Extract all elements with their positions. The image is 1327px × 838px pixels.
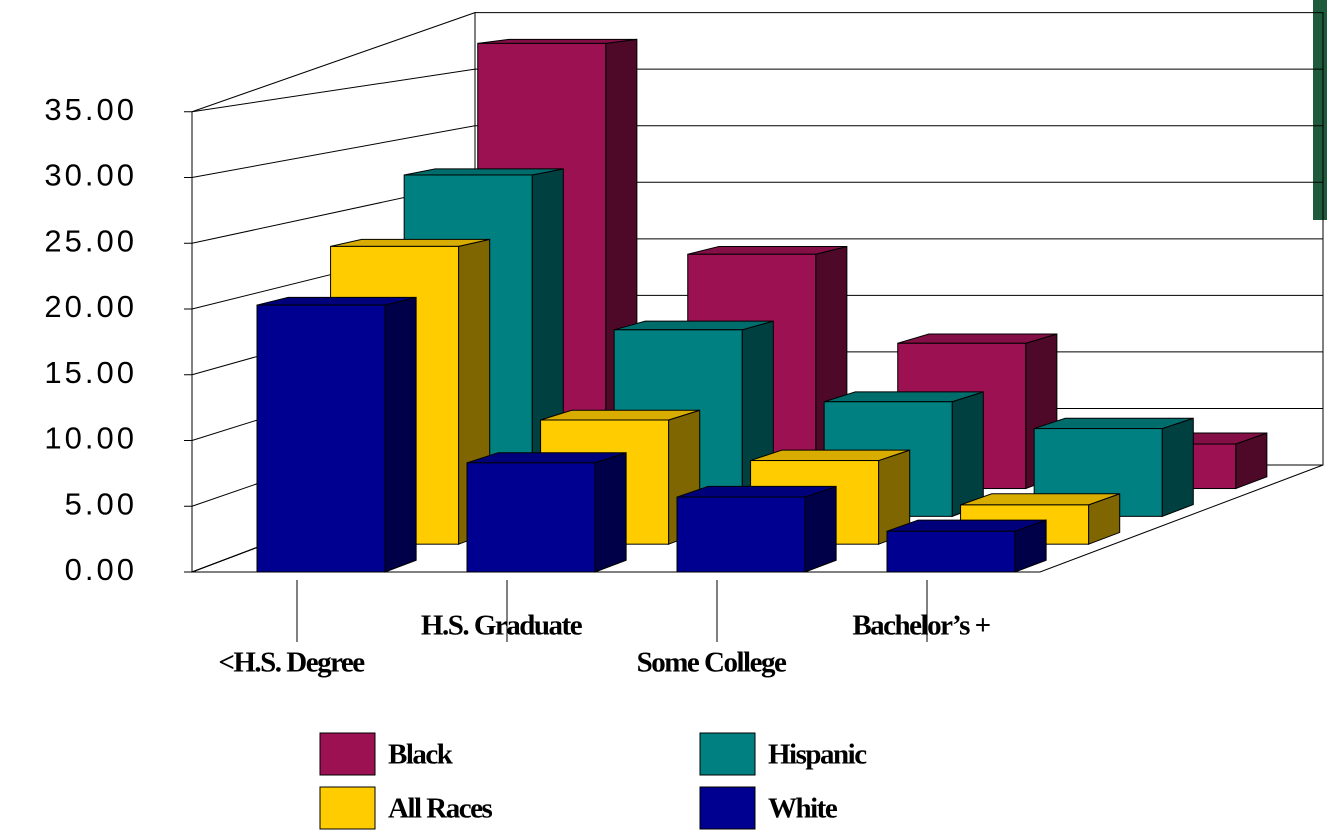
bar-top	[404, 168, 564, 176]
legend-label: Black	[388, 739, 454, 771]
legend-label: All Races	[388, 793, 492, 825]
y-tick-label: 35.00	[44, 92, 137, 127]
y-tick-label: 15.00	[44, 355, 137, 390]
bar-front	[676, 496, 806, 573]
x-tick-label: Bachelor’s +	[852, 610, 990, 642]
bar-front	[256, 304, 386, 573]
bar-side	[951, 391, 984, 518]
legend-label: White	[768, 793, 838, 825]
y-tick-label: 25.00	[44, 223, 137, 258]
legend-label: Hispanic	[768, 739, 867, 771]
y-tick-label: 20.00	[44, 289, 137, 324]
bar-front	[886, 530, 1016, 573]
x-tick-label: Some College	[637, 647, 787, 679]
grid-line	[191, 68, 1323, 113]
bar-front	[466, 462, 596, 573]
bar	[466, 452, 627, 573]
x-tick-label: H.S. Graduate	[421, 610, 583, 642]
bar	[886, 519, 1047, 573]
legend-swatch	[319, 732, 376, 776]
bar-top	[477, 38, 637, 44]
bar	[676, 485, 837, 573]
bar-side	[804, 485, 837, 573]
legend-swatch	[699, 732, 756, 776]
x-tick-label: <H.S. Degree	[218, 647, 365, 679]
y-tick-label: 5.00	[65, 486, 137, 521]
y-tick-label: 10.00	[44, 421, 137, 456]
bar-side	[384, 296, 417, 573]
grid-line	[191, 181, 1323, 244]
grid-line	[191, 125, 1323, 178]
bar-side	[1161, 417, 1194, 518]
legend-swatch	[699, 786, 756, 830]
y-tick-label: 0.00	[65, 552, 137, 587]
legend-swatch	[319, 786, 376, 830]
side-strip	[1313, 0, 1327, 220]
bar-side	[594, 452, 627, 573]
bar	[256, 296, 417, 573]
y-tick-label: 30.00	[44, 158, 137, 193]
